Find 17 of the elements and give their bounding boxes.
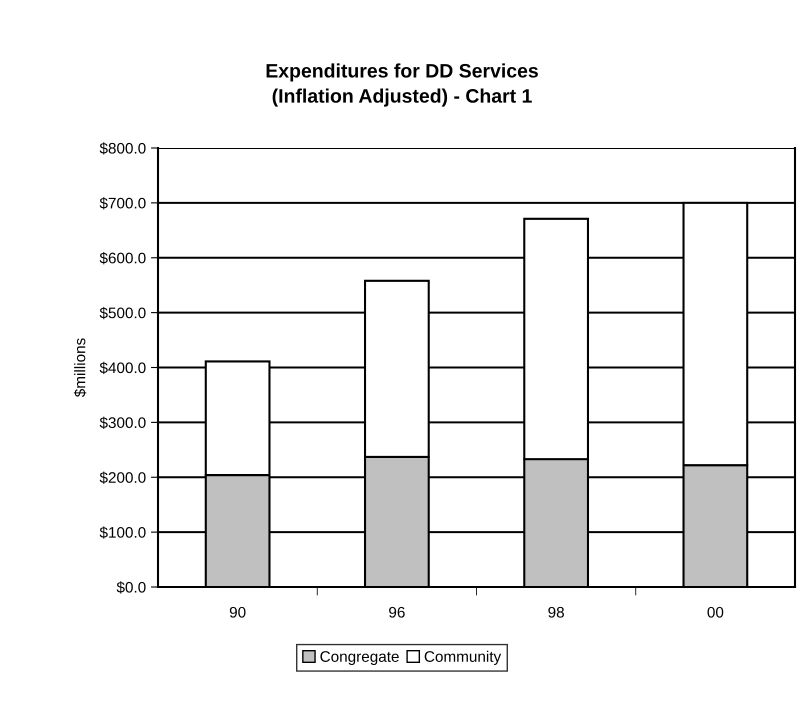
y-tick-label: $600.0: [100, 252, 146, 264]
x-tick-label: 98: [548, 606, 564, 618]
y-tick-label: $200.0: [100, 471, 146, 484]
legend-label: Community: [424, 650, 502, 665]
x-tick-label: 96: [389, 606, 405, 618]
y-tick-label: $700.0: [100, 197, 146, 210]
y-tick-label: $100.0: [100, 526, 146, 539]
y-tick-label: $400.0: [100, 362, 146, 374]
legend-label: Congregate: [320, 651, 399, 665]
y-tick-label: $500.0: [100, 306, 146, 320]
y-tick-label: $0.0: [116, 581, 146, 594]
y-axis-title: $millions: [74, 338, 86, 398]
y-tick-label: $300.0: [100, 416, 146, 429]
x-tick-label: 00: [707, 606, 724, 618]
x-tick-label: 90: [230, 606, 246, 618]
y-tick-label: $800.0: [100, 142, 146, 155]
chart-title: Expenditures for DD Services (Inflation Adjusted) - Chart 1: [266, 63, 538, 107]
